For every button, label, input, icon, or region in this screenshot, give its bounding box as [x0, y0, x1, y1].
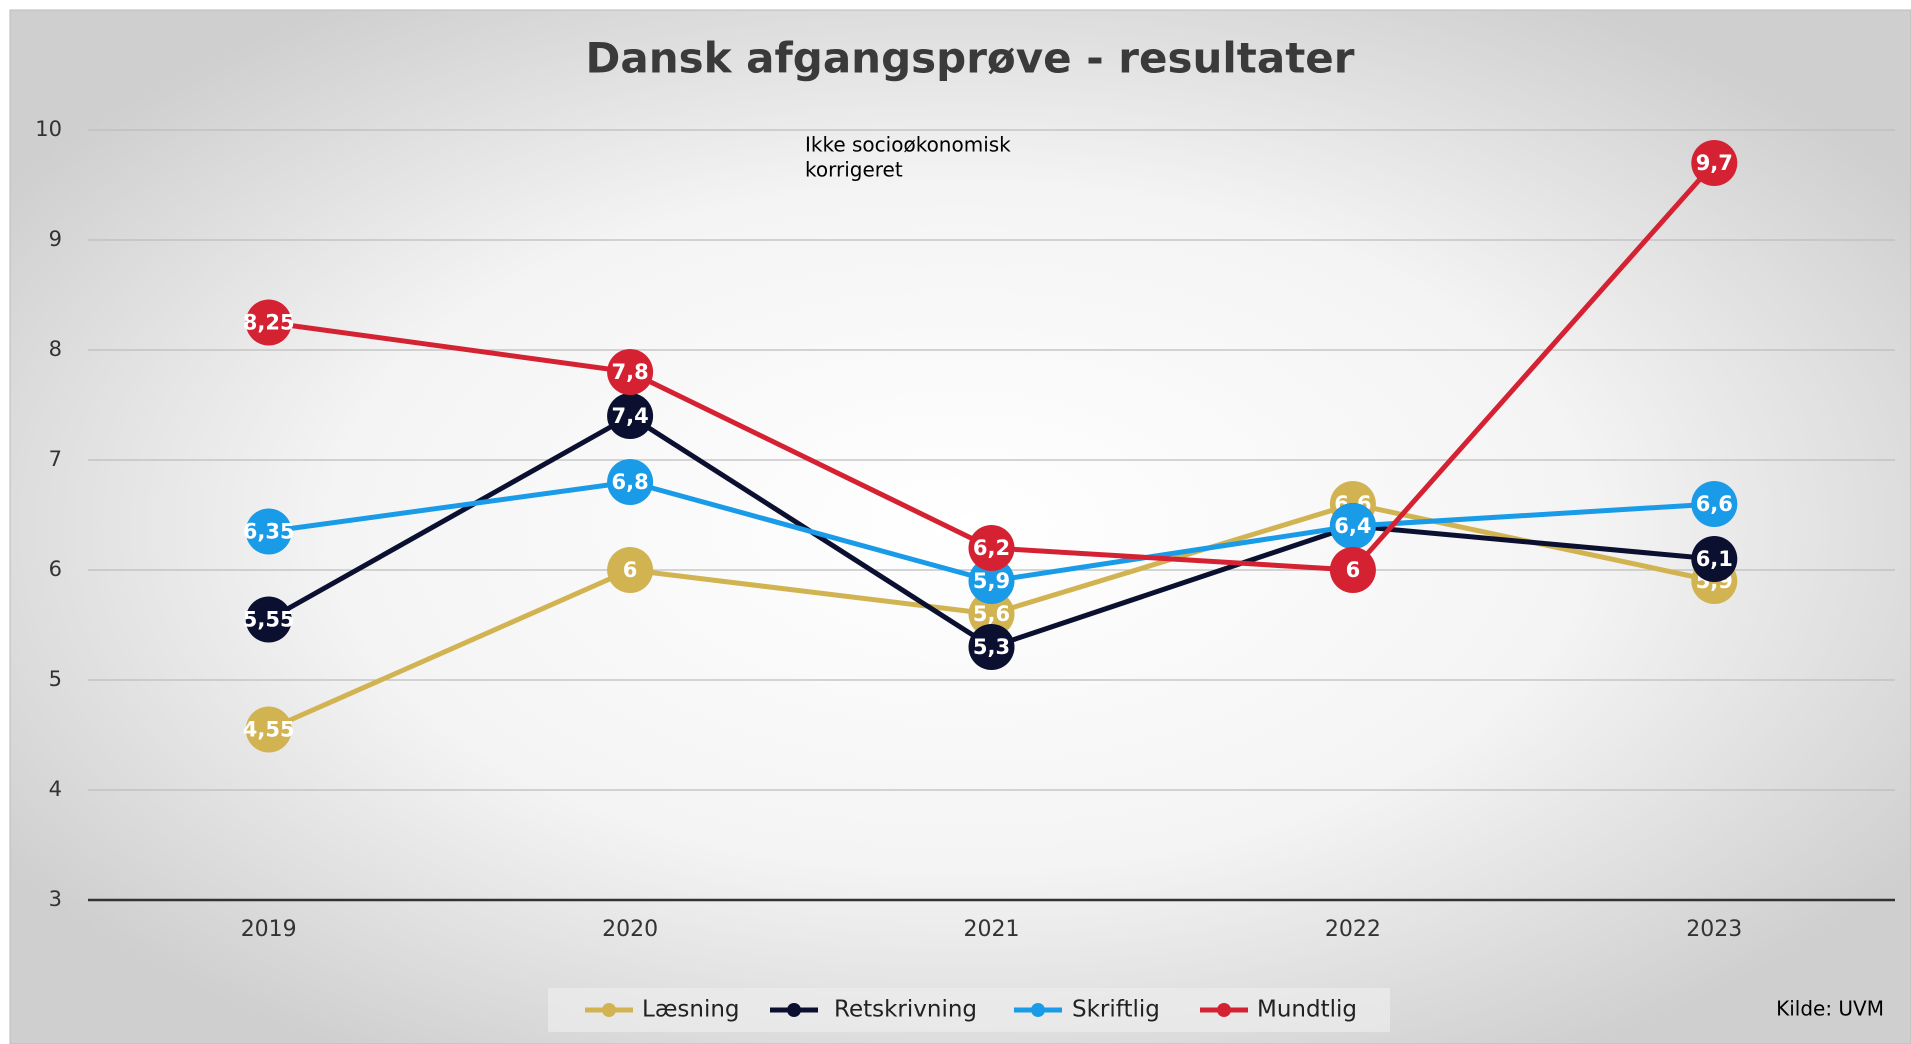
legend-marker — [1217, 1003, 1231, 1017]
data-label: 6,4 — [1334, 514, 1371, 538]
data-label: 7,8 — [611, 360, 648, 384]
point — [968, 624, 1015, 670]
point — [968, 525, 1015, 571]
data-label: 5,6 — [973, 602, 1010, 626]
data-label: 6,2 — [973, 536, 1010, 560]
y-tick-label: 6 — [49, 557, 62, 581]
point — [607, 547, 654, 593]
y-tick-label: 10 — [35, 117, 62, 141]
legend-label: Mundtlig — [1257, 997, 1357, 1023]
x-tick-label: 2020 — [602, 917, 658, 942]
legend-marker — [787, 1003, 801, 1017]
data-label: 6 — [623, 558, 638, 582]
legend-marker — [1031, 1003, 1045, 1017]
x-tick-label: 2023 — [1686, 917, 1742, 942]
point — [1329, 547, 1376, 593]
data-label: 6 — [1346, 558, 1361, 582]
y-tick-label: 4 — [49, 777, 62, 801]
point — [245, 299, 292, 346]
point — [245, 596, 292, 643]
data-label: 6,8 — [611, 470, 648, 494]
background — [9, 9, 1911, 1044]
y-tick-label: 8 — [49, 337, 62, 361]
legend-label: Læsning — [642, 997, 740, 1023]
data-label: 4,55 — [243, 718, 295, 742]
point — [1691, 140, 1738, 186]
legend-marker — [602, 1003, 616, 1017]
data-label: 6,1 — [1696, 547, 1733, 571]
point — [968, 591, 1015, 637]
data-label: 5,9 — [973, 569, 1010, 593]
legend-label: Skriftlig — [1072, 997, 1160, 1023]
legend-label: Retskrivning — [834, 997, 977, 1023]
x-tick-label: 2019 — [241, 917, 297, 942]
point — [607, 393, 654, 439]
chart-title: Dansk afgangsprøve - resultater — [585, 34, 1354, 83]
data-label: 6,35 — [243, 520, 295, 544]
point — [968, 558, 1015, 604]
y-tick-label: 7 — [49, 447, 62, 471]
point — [1329, 503, 1376, 549]
point — [245, 706, 292, 753]
data-label: 6,6 — [1696, 492, 1733, 516]
data-label: 5,3 — [973, 635, 1010, 659]
point — [607, 349, 654, 395]
y-tick-label: 5 — [49, 667, 62, 691]
point — [245, 508, 292, 555]
annotation: Ikke socioøkonomisk — [805, 133, 1011, 157]
data-label: 5,55 — [243, 608, 295, 632]
point — [1691, 481, 1738, 527]
data-label: 8,25 — [243, 311, 295, 335]
source: Kilde: UVM — [1776, 997, 1884, 1021]
y-tick-label: 3 — [49, 887, 62, 911]
data-label: 9,7 — [1696, 151, 1733, 175]
x-tick-label: 2022 — [1325, 917, 1381, 942]
data-label: 7,4 — [611, 404, 648, 428]
point — [607, 459, 654, 505]
legend-box — [548, 988, 1390, 1032]
annotation: korrigeret — [805, 158, 903, 182]
point — [1691, 536, 1738, 582]
y-tick-label: 9 — [49, 227, 62, 251]
x-tick-label: 2021 — [964, 917, 1020, 942]
